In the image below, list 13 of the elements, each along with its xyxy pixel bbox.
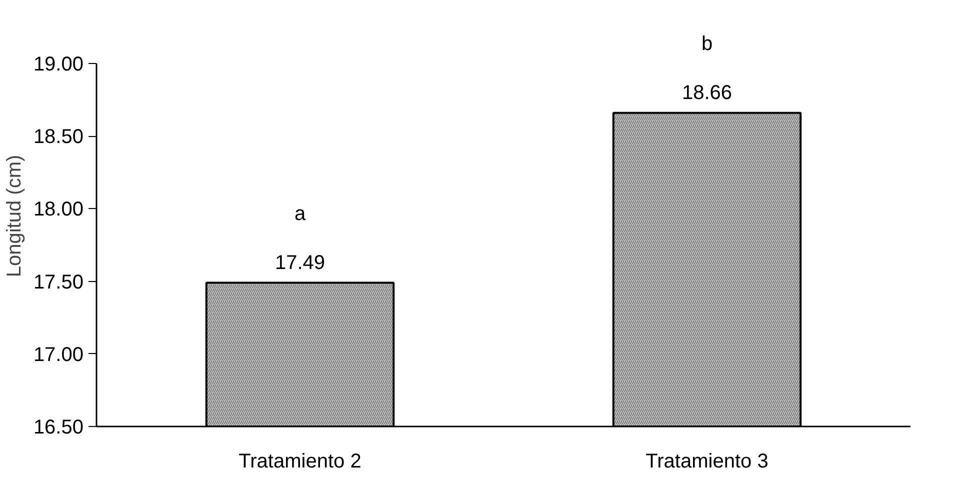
x-tick-label: Tratamiento 3 [646, 450, 768, 472]
annotation: a [294, 202, 306, 225]
y-tick-label: 16.50 [33, 416, 84, 438]
y-tick-label: 19.00 [33, 54, 84, 76]
data-label: 17.49 [274, 252, 326, 274]
text: b [701, 32, 713, 55]
y-tick-label: 17.00 [33, 344, 84, 366]
data-label: 18.66 [682, 82, 732, 104]
y-tick-label: 17.50 [33, 271, 84, 294]
x-tick-label: Tratamiento 2 [238, 450, 362, 472]
y-axis-title: Longitud (cm) [3, 154, 26, 278]
y-tick-label: 18.50 [33, 126, 84, 148]
y-tick-label: 18.00 [33, 198, 84, 221]
